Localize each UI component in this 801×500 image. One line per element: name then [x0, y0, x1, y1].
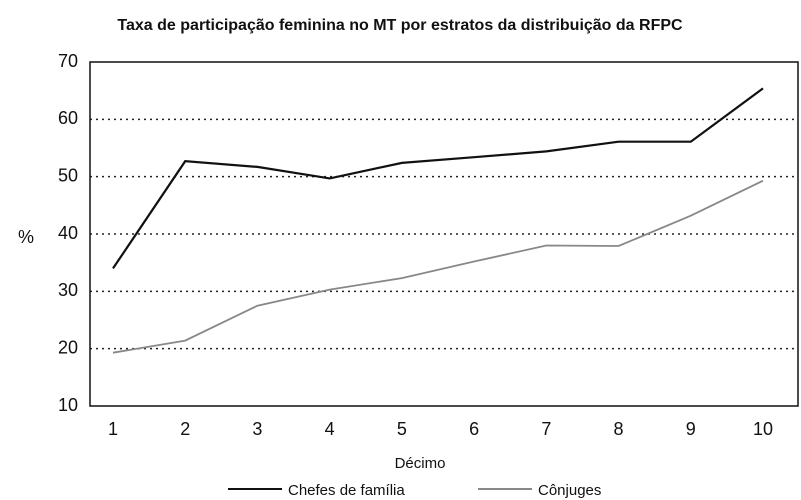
- x-tick-label: 7: [541, 419, 551, 439]
- x-tick-label: 6: [469, 419, 479, 439]
- x-tick-label: 3: [252, 419, 262, 439]
- plot-frame: [89, 61, 799, 407]
- y-tick-label: 50: [58, 165, 78, 185]
- x-tick-label: 2: [180, 419, 190, 439]
- y-tick-label: 70: [58, 51, 78, 71]
- x-tick-label: 5: [397, 419, 407, 439]
- x-tick-label: 1: [108, 419, 118, 439]
- chart-title: Taxa de participação feminina no MT por …: [117, 17, 683, 34]
- y-tick-label: 40: [58, 223, 78, 243]
- y-axis-label: %: [18, 227, 34, 247]
- x-tick-label: 8: [614, 419, 624, 439]
- series-line: [112, 87, 764, 270]
- y-tick-label: 20: [58, 337, 78, 357]
- x-tick-label: 4: [325, 419, 335, 439]
- y-tick-label: 60: [58, 108, 78, 128]
- series-line: [112, 179, 764, 354]
- y-tick-label: 10: [58, 395, 78, 415]
- x-tick-label: 10: [753, 419, 773, 439]
- x-tick-label: 9: [686, 419, 696, 439]
- y-tick-label: 30: [58, 280, 78, 300]
- legend-label: Chefes de família: [288, 482, 405, 499]
- x-axis-label: Décimo: [395, 455, 446, 472]
- legend-label: Cônjuges: [538, 482, 601, 499]
